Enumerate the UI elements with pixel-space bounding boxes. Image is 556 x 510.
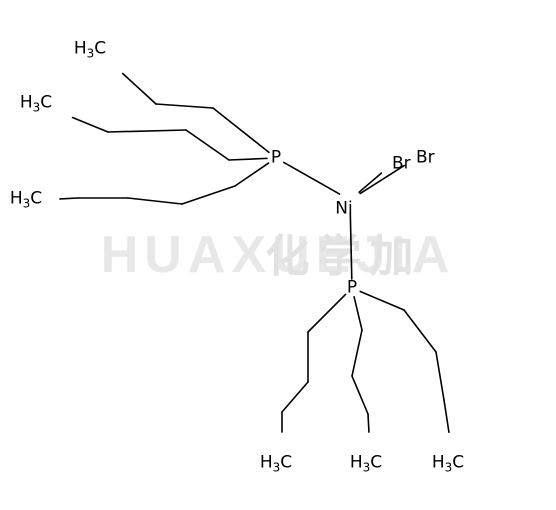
atom-label-T2d: H3C <box>20 94 52 113</box>
bond <box>284 162 340 194</box>
bond <box>404 310 436 352</box>
atom-label-B1d: H3C <box>260 454 292 473</box>
bond <box>352 376 368 414</box>
bond <box>282 382 308 412</box>
bond <box>186 130 229 160</box>
atom-label-B2d: H3C <box>350 454 382 473</box>
bond <box>354 297 362 330</box>
bond <box>360 292 404 310</box>
bond <box>235 163 269 186</box>
bond <box>182 186 235 204</box>
atom-label-T1c: H3C <box>74 40 106 59</box>
bond <box>444 400 449 432</box>
atom-label-Br2: Br <box>416 150 435 167</box>
atom-label-Br1: Br <box>392 156 411 173</box>
atom-label-P_top: P <box>271 150 281 167</box>
bond <box>128 198 182 204</box>
atom-label-P_bottom: P <box>347 280 357 297</box>
bond <box>352 330 362 376</box>
bond <box>308 294 346 332</box>
bond <box>108 130 186 132</box>
chemical-structure-stage: 化学加 HUAXUEJIA NiBrBrPPH3CH3CH3CH3CH3CH3C <box>0 0 556 510</box>
atom-label-Ni: Ni <box>335 201 352 218</box>
bond <box>156 104 213 108</box>
atom-label-T3e: H3C <box>10 190 42 209</box>
bond <box>436 352 444 400</box>
bond-layer <box>0 0 556 510</box>
bond <box>368 414 369 432</box>
bond <box>123 74 156 104</box>
bond <box>60 198 78 199</box>
bond <box>73 118 108 132</box>
bond <box>213 108 269 152</box>
bond <box>350 212 352 279</box>
bond <box>229 158 267 160</box>
atom-label-B3d: H3C <box>432 454 464 473</box>
